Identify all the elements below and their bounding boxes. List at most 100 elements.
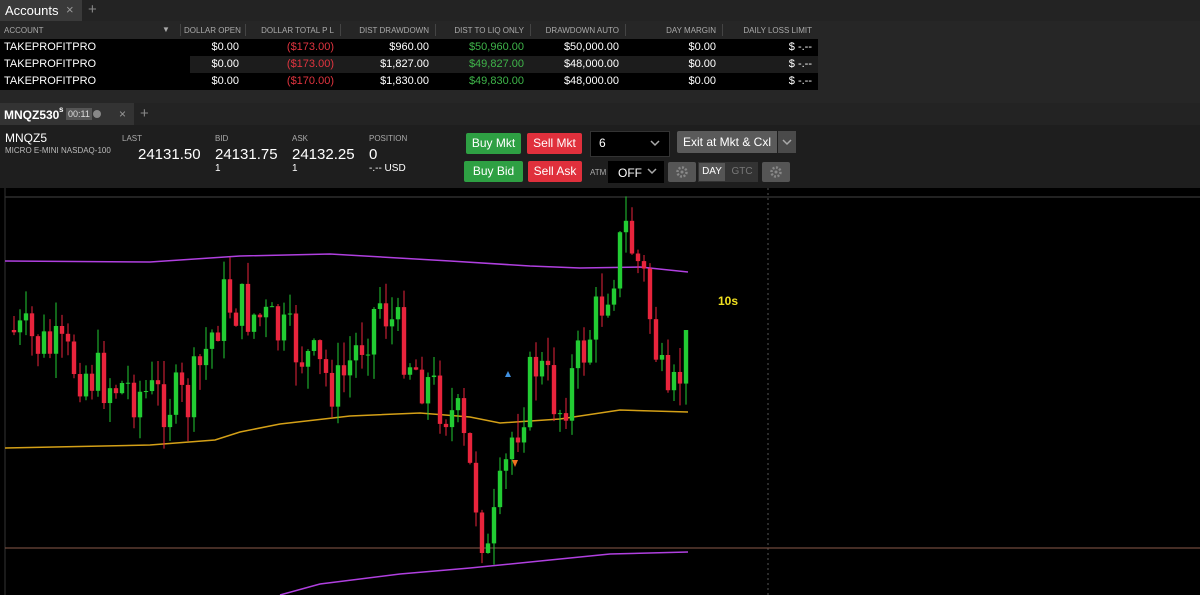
candle-body [137, 391, 143, 418]
candle-body [239, 283, 245, 326]
candle-body [53, 326, 59, 354]
accounts-table: ACCOUNT DOLLAR OPEN DOLLAR TOTAL P L DIST D… [0, 22, 818, 90]
buy-signal [505, 371, 511, 377]
dropdown-chevron [647, 168, 657, 175]
candle-body [257, 314, 263, 318]
candle-body [533, 356, 539, 377]
gear-icon [676, 166, 688, 178]
quote-size: 1 [215, 163, 221, 174]
table-cell: $50,960.00 [468, 41, 524, 53]
candle-body [443, 423, 449, 428]
candle-body [71, 341, 77, 375]
sell-mkt-button[interactable]: Sell Mkt [527, 133, 582, 154]
candle-body [581, 340, 587, 363]
tab-timer: 00:11 [66, 108, 92, 120]
tab-close[interactable]: × [66, 2, 74, 17]
buy-bid-button[interactable]: Buy Bid [464, 161, 523, 182]
candle-body [149, 380, 155, 392]
tif-gtc[interactable]: GTC [731, 166, 753, 177]
tif-day[interactable]: DAY [699, 163, 725, 181]
dropdown-chevron [650, 140, 660, 147]
column-header: DRAWDOWN AUTO [545, 26, 619, 35]
table-cell: ($173.00) [286, 58, 334, 70]
table-row [0, 56, 818, 73]
candle-body [317, 340, 323, 360]
candle-body [527, 356, 533, 428]
candle-body [671, 371, 677, 391]
table-cell: $0.00 [211, 58, 239, 70]
candle-body [641, 261, 647, 269]
table-cell: TAKEPROFITPRO [4, 58, 97, 70]
quote-size: 1 [292, 163, 298, 174]
candle-body [407, 367, 413, 375]
buy-mkt-button[interactable]: Buy Mkt [466, 133, 521, 154]
candle-body [113, 388, 119, 394]
table-cell: $0.00 [688, 75, 716, 87]
column-header: DAY MARGIN [666, 26, 716, 35]
table-cell: $0.00 [688, 41, 716, 53]
candle-body [167, 414, 173, 428]
table-cell: $0.00 [211, 75, 239, 87]
status-dot [93, 110, 101, 118]
sell-ask-button[interactable]: Sell Ask [528, 161, 582, 182]
candle-body [593, 296, 599, 340]
atm-dropdown[interactable] [608, 161, 664, 183]
atm-value: OFF [618, 166, 642, 180]
exit-button[interactable]: Exit at Mkt & Cxl [677, 131, 777, 153]
table-cell: $0.00 [688, 58, 716, 70]
candle-body [47, 331, 53, 354]
candle-body [569, 368, 575, 421]
candle-body [125, 382, 131, 384]
exit-menu-button[interactable] [778, 131, 796, 153]
candle-body [59, 326, 65, 334]
candle-body [161, 384, 167, 428]
candle-body [539, 360, 545, 377]
table-cell: TAKEPROFITPRO [4, 75, 97, 87]
candle-body [617, 232, 623, 289]
quote-label: ASK [292, 134, 309, 143]
tab-close[interactable]: × [119, 107, 127, 121]
candle-body [563, 413, 569, 421]
candle-body [179, 372, 185, 385]
dropdown-chevron [782, 139, 792, 146]
candle-body [233, 312, 239, 326]
candle-body [341, 365, 347, 376]
tab-add[interactable]: + [140, 105, 149, 122]
candle-body [65, 333, 71, 342]
column-header: DIST DRAWDOWN [359, 26, 429, 35]
candle-body [479, 512, 485, 554]
candle-body [659, 355, 665, 360]
candle-body [545, 360, 551, 366]
candle-body [173, 372, 179, 415]
candle-body [353, 345, 359, 361]
quote-value: 24131.75 [215, 146, 278, 163]
candle-body [311, 340, 317, 351]
candle-body [269, 306, 275, 308]
table-cell: $49,827.00 [468, 58, 524, 70]
table-cell: $48,000.00 [563, 75, 619, 87]
column-header: DAILY LOSS LIMIT [743, 26, 812, 35]
candle-body [11, 330, 17, 333]
column-header: DOLLAR TOTAL P L [261, 26, 334, 35]
candle-body [23, 313, 29, 321]
candle-body [215, 332, 221, 341]
tab-interval: 30 [46, 108, 60, 122]
candle-body [437, 375, 443, 424]
overlay-label: 10s [718, 294, 739, 308]
candle-body [377, 303, 383, 309]
candle-body [647, 268, 653, 320]
candle-body [587, 339, 593, 363]
column-header: DIST TO LIQ ONLY [454, 26, 524, 35]
candle-body [455, 398, 461, 411]
accounts-tab[interactable] [0, 0, 82, 21]
tab-add[interactable]: + [88, 1, 97, 18]
tab-title: Accounts [5, 3, 59, 18]
table-cell: $0.00 [211, 41, 239, 53]
candle-body [599, 296, 605, 316]
table-cell: $49,830.00 [468, 75, 524, 87]
tab-symbol: MNQZ5 [4, 108, 46, 122]
table-cell: $48,000.00 [563, 58, 619, 70]
column-divider [722, 24, 723, 36]
price-chart [4, 188, 1200, 595]
candle-body [41, 331, 47, 354]
